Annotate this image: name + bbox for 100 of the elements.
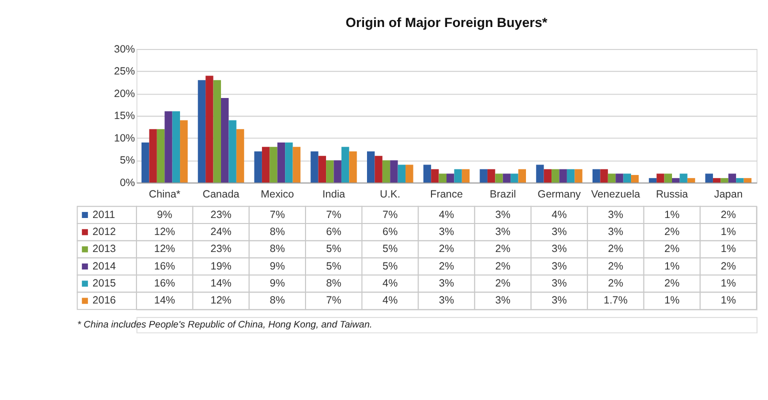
bar <box>406 164 414 183</box>
y-tick-label: 5% <box>120 156 135 167</box>
bar <box>608 174 616 183</box>
bar <box>164 111 172 183</box>
data-label: 3% <box>608 227 624 238</box>
bar <box>600 169 608 183</box>
bar <box>680 174 688 183</box>
x-tick-label: Germany <box>538 189 582 200</box>
data-label: 6% <box>382 227 398 238</box>
data-label: 3% <box>495 296 510 307</box>
data-label: 2% <box>720 261 736 272</box>
data-label: 2% <box>608 244 624 256</box>
y-tick-label: 10% <box>114 133 135 144</box>
x-tick-label: France <box>430 189 463 200</box>
data-label: 9% <box>157 210 172 221</box>
data-label: 3% <box>438 227 454 238</box>
x-tick-label: Mexico <box>260 189 294 200</box>
data-label: 8% <box>270 296 285 307</box>
x-tick-label: Canada <box>202 189 240 200</box>
data-label: 3% <box>495 227 510 238</box>
bar <box>341 146 350 183</box>
data-label: 3% <box>552 244 567 256</box>
data-label: 12% <box>154 227 176 238</box>
data-label: 7% <box>326 296 342 307</box>
data-label: 3% <box>552 296 567 307</box>
bar <box>736 178 744 183</box>
x-tick-label: Venezuela <box>591 189 640 200</box>
bar <box>705 174 713 183</box>
data-label: 9% <box>270 278 285 290</box>
x-tick-label: China* <box>148 189 180 200</box>
data-label: 3% <box>552 227 567 238</box>
legend-label: 2015 <box>92 278 116 290</box>
data-label: 7% <box>326 210 342 221</box>
bar <box>382 160 390 183</box>
bar <box>149 129 157 183</box>
bar <box>502 174 511 183</box>
bar <box>374 156 382 183</box>
data-label: 7% <box>270 210 285 221</box>
data-label: 12% <box>210 296 232 307</box>
bar <box>236 129 244 183</box>
bar <box>206 76 214 183</box>
data-label: 1% <box>720 227 736 238</box>
bar <box>156 129 165 183</box>
data-label: 4% <box>382 278 398 290</box>
data-label: 9% <box>270 261 285 272</box>
chart-title: Origin of Major Foreign Buyers* <box>346 15 548 30</box>
data-label: 24% <box>210 227 232 238</box>
data-label: 4% <box>552 210 567 221</box>
x-tick-label: Brazil <box>490 189 516 200</box>
bar <box>270 146 278 183</box>
bar <box>487 169 496 183</box>
bar <box>292 146 300 183</box>
bar <box>672 178 680 183</box>
y-tick-label: 15% <box>114 111 135 122</box>
bar <box>423 164 432 183</box>
data-label: 2% <box>664 278 680 290</box>
data-label: 1% <box>664 296 680 307</box>
bar <box>446 174 454 183</box>
text: * China includes People's Republic of China, Hong Kong, and Taiwan. <box>77 320 372 331</box>
x-tick-label: India <box>322 189 346 200</box>
bar <box>438 174 446 183</box>
bar <box>180 120 188 183</box>
bar <box>310 151 318 183</box>
bar <box>592 169 600 183</box>
data-label: 2% <box>495 244 510 256</box>
bar <box>648 178 657 183</box>
data-label: 16% <box>154 261 176 272</box>
bar <box>480 169 488 183</box>
bar <box>285 142 293 183</box>
bar <box>213 80 221 183</box>
bar <box>462 169 470 183</box>
data-label: 2% <box>438 244 454 256</box>
bar <box>631 174 639 183</box>
data-label: 7% <box>382 210 398 221</box>
data-label: 4% <box>438 210 454 221</box>
bar <box>142 142 150 183</box>
data-label: 14% <box>210 278 232 290</box>
data-label: 1.7% <box>604 296 628 307</box>
data-label: 16% <box>154 278 176 290</box>
bar <box>566 169 575 183</box>
data-label: 5% <box>382 244 398 256</box>
data-label: 2% <box>720 210 736 221</box>
bar <box>744 178 752 183</box>
bar <box>574 169 582 183</box>
y-tick-label: 0% <box>120 178 135 189</box>
data-label: 2% <box>608 261 624 272</box>
bar <box>559 169 567 183</box>
x-tick-label: Japan <box>714 189 743 200</box>
bar <box>495 174 503 183</box>
data-label: 1% <box>664 210 680 221</box>
bar <box>277 142 286 183</box>
bar <box>518 169 526 183</box>
data-label: 5% <box>326 261 342 272</box>
bar <box>398 164 406 183</box>
bar <box>220 98 229 183</box>
x-tick-label: Russia <box>656 189 688 200</box>
bar <box>198 80 206 183</box>
bar <box>228 120 236 183</box>
bar <box>552 169 560 183</box>
legend-label: 2014 <box>92 261 116 272</box>
